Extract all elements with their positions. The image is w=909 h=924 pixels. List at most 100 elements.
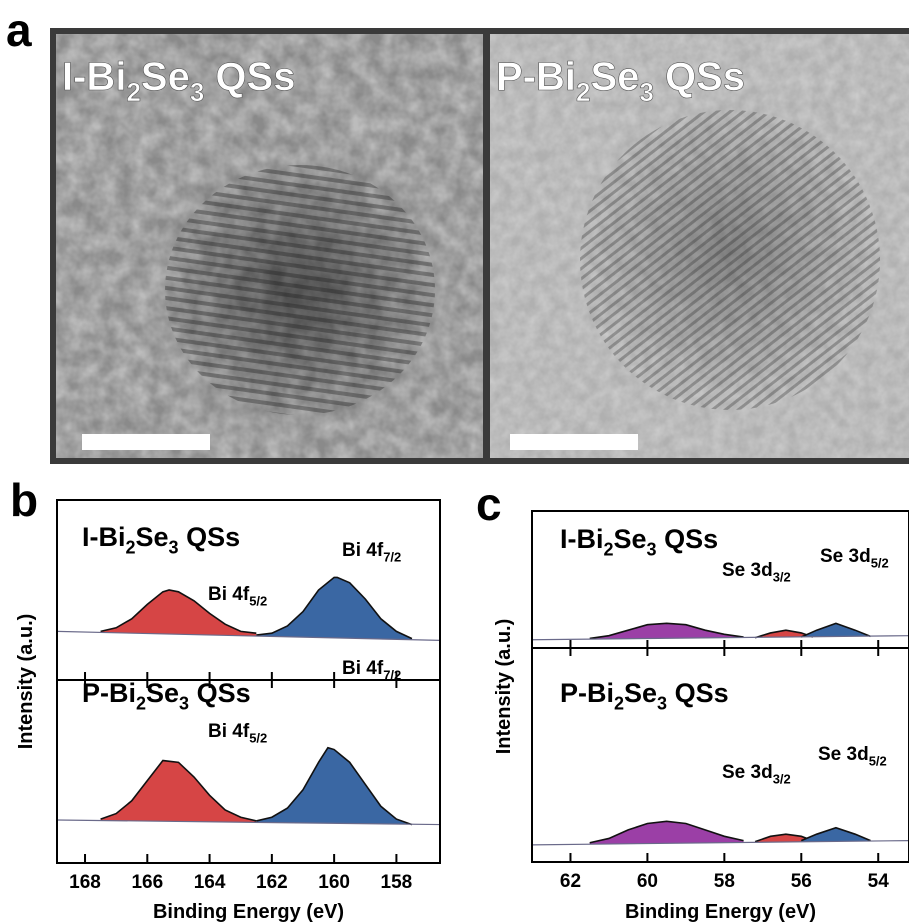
- text-segment: Se: [146, 678, 179, 708]
- text-segment: QSs: [657, 524, 719, 554]
- peak-outline: [754, 833, 814, 843]
- text-segment: Se: [141, 55, 190, 99]
- peak-label: Se 3d3/2: [722, 560, 791, 584]
- peak-outline: [256, 576, 413, 640]
- subplot-title: I-Bi2Se3 QSs: [82, 522, 240, 558]
- text-segment: P-Bi: [496, 55, 576, 99]
- peak-outline: [100, 589, 257, 634]
- tem-image: [490, 34, 909, 458]
- image-label: P-Bi2Se3 QSs: [496, 55, 745, 107]
- text-segment: I-Bi: [560, 524, 604, 554]
- panel-label: a: [6, 4, 32, 56]
- background-line: [532, 840, 909, 846]
- scale-bar: [82, 434, 210, 450]
- peak-outline: [256, 746, 413, 826]
- tem-image: [56, 34, 483, 458]
- subscript: 2: [576, 77, 590, 107]
- plot-frame: [56, 499, 441, 864]
- subscript: 5/2: [249, 730, 267, 745]
- subplot: [532, 820, 909, 846]
- text-segment: QSs: [654, 55, 745, 99]
- text-segment: Bi 4f: [208, 721, 250, 742]
- plot-frame: [531, 510, 909, 863]
- peak-area: [100, 590, 257, 637]
- x-tick-label: 60: [637, 871, 658, 892]
- subplot: [57, 746, 440, 826]
- subscript: 3: [169, 538, 179, 558]
- peak-outline: [800, 622, 871, 638]
- text-segment: Bi 4f: [342, 658, 384, 679]
- subscript: 3: [657, 694, 667, 714]
- x-tick-label: 56: [791, 871, 812, 892]
- x-tick-label: 164: [194, 872, 226, 893]
- text-segment: Bi 4f: [342, 540, 384, 561]
- peak-area: [801, 623, 871, 638]
- x-tick-label: 166: [131, 872, 163, 893]
- subscript: 2: [126, 77, 140, 107]
- text-segment: P-Bi: [560, 678, 614, 708]
- x-tick-label: 162: [256, 872, 288, 893]
- subscript: 3: [179, 694, 189, 714]
- text-segment: QSs: [189, 678, 251, 708]
- text-segment: Se: [590, 55, 639, 99]
- x-tick-label: 62: [560, 871, 581, 892]
- text-segment: Se: [614, 524, 647, 554]
- subscript: 2: [614, 694, 624, 714]
- subscript: 5/2: [869, 753, 887, 768]
- peak-area: [256, 577, 412, 640]
- text-segment: I-Bi: [82, 522, 126, 552]
- panel-label: c: [476, 478, 502, 530]
- peak-label: Se 3d5/2: [818, 744, 887, 768]
- x-axis-label: Binding Energy (eV): [153, 901, 344, 923]
- text-segment: QSs: [667, 678, 729, 708]
- x-tick-label: 58: [714, 871, 735, 892]
- peak-outline: [100, 759, 257, 822]
- peak-outline: [800, 826, 871, 842]
- subscript: 7/2: [383, 549, 401, 564]
- text-segment: QSs: [179, 522, 241, 552]
- peak-area: [589, 623, 744, 640]
- subplot-title: P-Bi2Se3 QSs: [560, 678, 729, 714]
- subplot: [532, 622, 909, 641]
- subscript: 5/2: [871, 555, 889, 570]
- subscript: 3: [639, 77, 653, 107]
- image-label: I-Bi2Se3 QSs: [62, 55, 295, 107]
- peak-label: Se 3d5/2: [820, 546, 889, 570]
- y-axis-label: Intensity (a.u.): [493, 619, 515, 755]
- peak-label: Bi 4f5/2: [208, 721, 267, 745]
- text-segment: Se: [624, 678, 657, 708]
- subscript: 3/2: [773, 771, 791, 786]
- scale-bar: [510, 434, 638, 450]
- x-axis-label: Binding Energy (eV): [625, 901, 816, 923]
- text-segment: P-Bi: [82, 678, 136, 708]
- x-tick-label: 168: [69, 872, 101, 893]
- x-tick-label: 158: [381, 872, 413, 893]
- peak-area: [801, 827, 871, 842]
- text-segment: Se 3d: [722, 762, 773, 783]
- peak-label: Bi 4f5/2: [208, 584, 267, 608]
- peak-area: [256, 747, 412, 825]
- peak-area: [100, 760, 257, 823]
- peak-label: Bi 4f7/2: [342, 658, 401, 682]
- y-axis-label: Intensity (a.u.): [15, 614, 37, 750]
- background-line: [57, 819, 440, 826]
- background-line: [57, 630, 440, 641]
- text-segment: Se 3d: [722, 560, 773, 581]
- subscript: 3: [647, 540, 657, 560]
- peak-label: Se 3d3/2: [722, 762, 791, 786]
- peak-outline: [589, 820, 744, 844]
- subscript: 5/2: [249, 593, 267, 608]
- text-segment: Se 3d: [820, 546, 871, 567]
- text-segment: QSs: [204, 55, 295, 99]
- text-segment: Se: [136, 522, 169, 552]
- subscript: 2: [126, 538, 136, 558]
- text-segment: Se 3d: [818, 744, 869, 765]
- subplot-title: I-Bi2Se3 QSs: [560, 524, 718, 560]
- text-segment: Bi 4f: [208, 584, 250, 605]
- peak-area: [755, 630, 813, 638]
- background-line: [532, 635, 909, 641]
- x-tick-label: 54: [868, 871, 890, 892]
- peak-label: Bi 4f7/2: [342, 540, 401, 564]
- subscript: 2: [604, 540, 614, 560]
